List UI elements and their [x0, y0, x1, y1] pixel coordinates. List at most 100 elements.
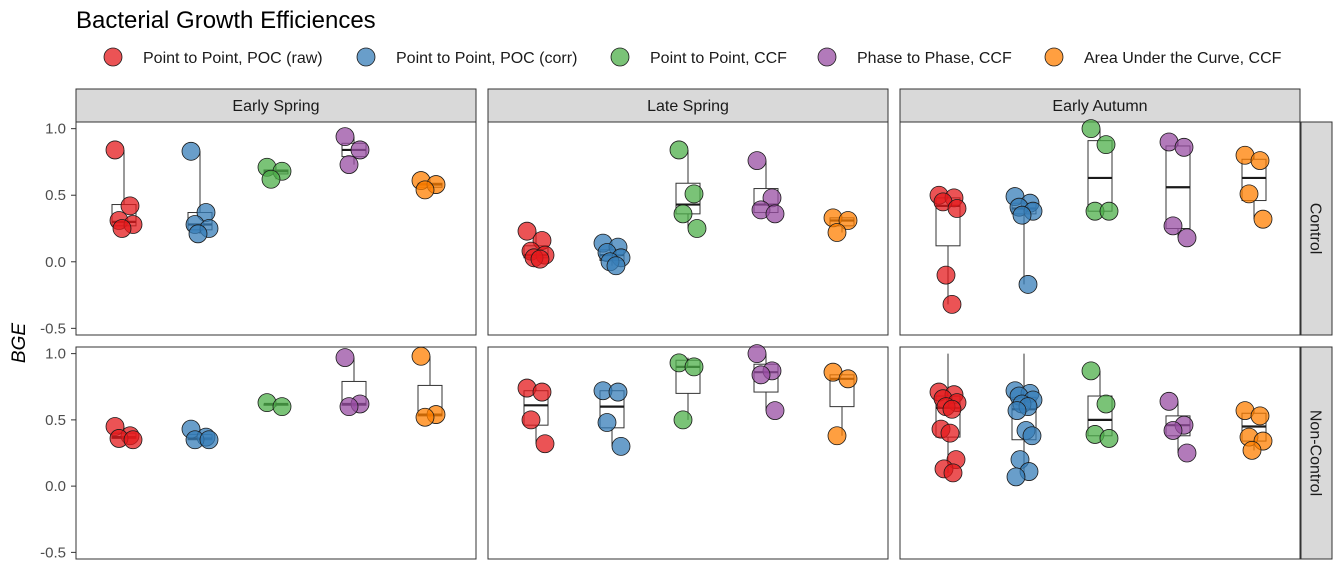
facet-panel — [899, 119, 1301, 336]
data-point — [1253, 209, 1273, 229]
y-tick-label: -0.5 — [40, 320, 66, 337]
data-point — [181, 141, 201, 161]
facet-strip-column — [75, 88, 477, 123]
facet-panel — [487, 121, 889, 336]
data-point — [1163, 421, 1183, 440]
y-axis-title: BGE — [9, 323, 30, 363]
data-point — [415, 180, 435, 200]
facet-strip-column — [899, 88, 1301, 123]
legend-label: Point to Point, CCF — [650, 50, 787, 67]
data-point — [684, 184, 704, 204]
data-point — [838, 369, 858, 389]
legend-marker — [356, 47, 376, 67]
legend-label: Point to Point, POC (raw) — [143, 50, 323, 67]
data-point — [1177, 228, 1197, 248]
data-point — [272, 397, 292, 417]
data-point — [411, 346, 431, 366]
legend-marker — [1044, 47, 1064, 67]
facet-strip-label: Late Spring — [647, 98, 729, 115]
data-point — [1099, 429, 1119, 448]
data-point — [1012, 205, 1032, 225]
data-point — [1250, 406, 1270, 426]
data-point — [942, 294, 962, 314]
data-point — [1096, 135, 1116, 155]
y-tick-label: 0.5 — [45, 412, 66, 429]
data-point — [1081, 361, 1101, 381]
data-point — [1177, 443, 1197, 463]
data-point — [1018, 275, 1038, 294]
data-point — [188, 224, 208, 244]
data-point — [120, 196, 140, 216]
data-point — [838, 211, 858, 230]
data-point — [611, 436, 631, 456]
legend-marker — [610, 47, 630, 67]
data-point — [350, 140, 370, 160]
data-point — [1099, 201, 1119, 221]
data-point — [1007, 401, 1027, 421]
y-tick-label: 0.5 — [45, 187, 66, 204]
data-point — [942, 399, 962, 419]
data-point — [530, 249, 550, 269]
data-point — [943, 463, 963, 483]
legend: Point to Point, POC (raw) Point to Point,… — [103, 47, 1282, 67]
data-point — [1242, 440, 1262, 460]
legend-label: Area Under the Curve, CCF — [1084, 50, 1282, 67]
data-point — [947, 199, 967, 218]
data-point — [936, 265, 956, 285]
data-point — [673, 410, 693, 430]
data-point — [123, 430, 143, 450]
facet-panels: Early Spring Late Spring Early Autumn Contr… — [40, 88, 1333, 561]
data-point — [112, 219, 132, 238]
y-tick-label: -0.5 — [40, 544, 66, 561]
facet-strip-column — [487, 88, 889, 123]
y-tick-label: 1.0 — [45, 346, 66, 363]
y-tick-label: 0.0 — [45, 254, 66, 271]
data-point — [606, 256, 626, 276]
legend-label: Point to Point, POC (corr) — [396, 50, 577, 67]
data-point — [747, 344, 767, 364]
data-point — [1239, 184, 1259, 204]
facet-strip-label: Early Autumn — [1052, 98, 1147, 115]
data-point — [1163, 216, 1183, 236]
facet-strip-label: Control — [1306, 203, 1323, 255]
data-point — [535, 434, 555, 454]
facet-strip-row — [1300, 121, 1333, 336]
data-point — [747, 151, 767, 171]
data-point — [1022, 426, 1042, 446]
data-point — [673, 204, 693, 224]
data-point — [105, 140, 125, 160]
facet-panel — [75, 121, 477, 336]
panel-frame — [899, 121, 1301, 336]
data-point — [827, 426, 847, 446]
data-point — [532, 382, 552, 402]
data-point — [940, 423, 960, 443]
y-tick-label: 0.0 — [45, 478, 66, 495]
facet-panel — [75, 346, 477, 560]
data-point — [1096, 394, 1116, 414]
legend-marker — [103, 47, 123, 67]
data-point — [827, 223, 847, 242]
facet-strip-label: Non-Control — [1306, 410, 1323, 496]
data-point — [1250, 151, 1270, 171]
data-point — [339, 397, 359, 417]
panel-frame — [487, 346, 889, 560]
data-point — [261, 169, 281, 189]
facet-panel — [487, 344, 889, 560]
data-point — [335, 348, 355, 368]
data-point — [1159, 391, 1179, 411]
legend-label: Phase to Phase, CCF — [857, 50, 1012, 67]
data-point — [521, 410, 541, 430]
data-point — [1081, 119, 1101, 139]
data-point — [765, 204, 785, 224]
data-point — [1174, 137, 1194, 157]
data-point — [339, 155, 359, 175]
legend-marker — [817, 47, 837, 67]
panel-frame — [75, 121, 477, 336]
data-point — [1006, 467, 1026, 487]
data-point — [608, 382, 628, 402]
data-point — [199, 430, 219, 450]
facet-panel — [899, 346, 1301, 560]
data-point — [687, 219, 707, 238]
chart-title: Bacterial Growth Efficiences — [76, 7, 376, 34]
